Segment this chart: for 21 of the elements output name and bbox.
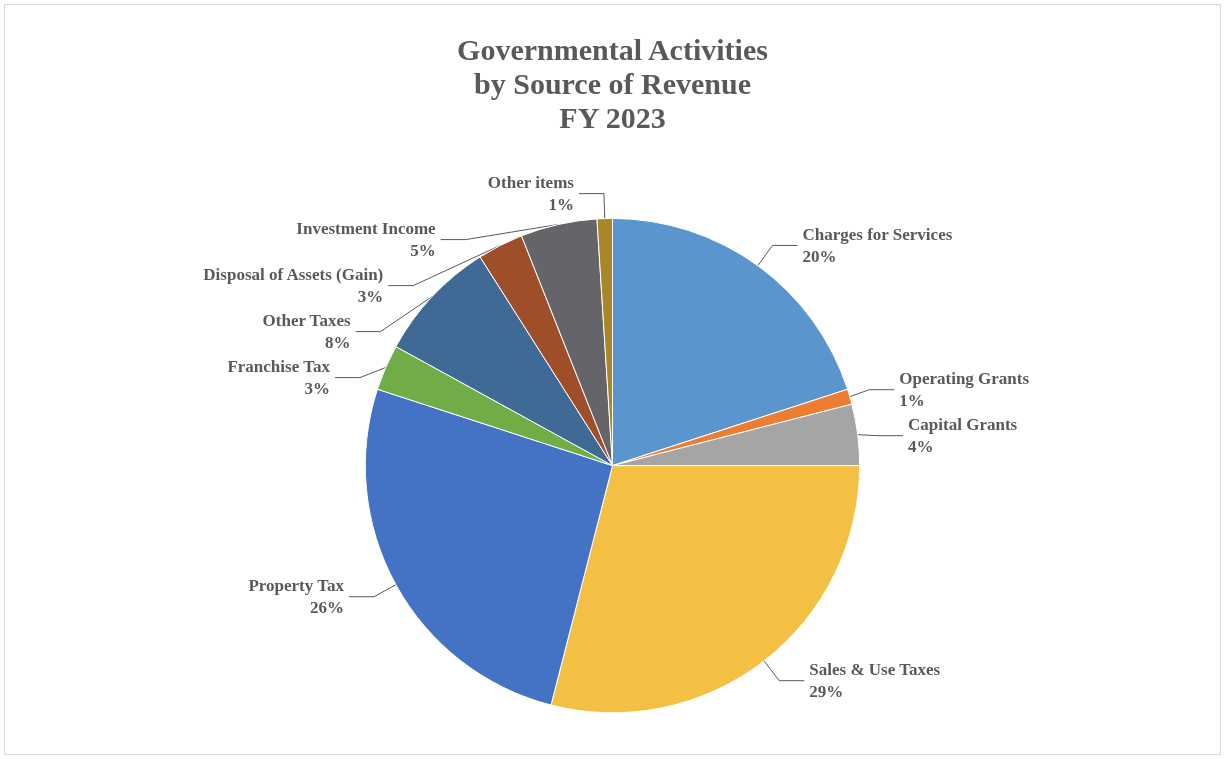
data-label: 8% [325, 333, 351, 353]
slice-label: Investment Income [296, 219, 437, 239]
slice-label: Sales & Use Taxes [809, 660, 941, 680]
data-label: 1% [899, 391, 925, 411]
slice-label: Other Taxes [262, 311, 351, 331]
data-label: 20% [802, 246, 837, 266]
slice-label: Charges for Services [802, 224, 953, 244]
slice-label: Capital Grants [908, 415, 1018, 435]
slice-label: Disposal of Assets (Gain) [203, 265, 384, 285]
data-label: 29% [809, 682, 844, 702]
slice-label: Property Tax [248, 576, 345, 596]
data-label: 3% [357, 287, 384, 307]
data-label: 1% [548, 195, 574, 215]
data-label: 5% [410, 241, 436, 261]
slice-label: Operating Grants [899, 369, 1030, 389]
data-label: 26% [310, 598, 344, 618]
slice-label: Other items [487, 173, 575, 193]
data-label: 4% [908, 437, 934, 457]
slice-label: Franchise Tax [227, 357, 331, 377]
data-label: 3% [304, 379, 330, 399]
chart-title: Governmental Activities by Source of Revenue FY 2023 [457, 32, 768, 134]
